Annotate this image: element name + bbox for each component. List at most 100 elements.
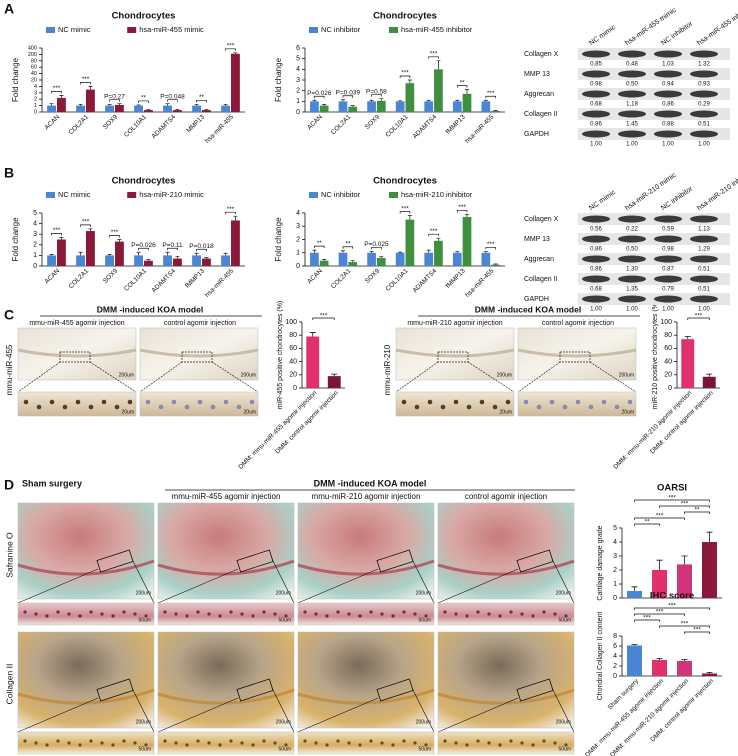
cell [380, 612, 384, 616]
blot-row-label: MMP 13 [524, 71, 550, 78]
y-tick-label: 100 [285, 319, 297, 326]
legend-label: hsa-miR-210 mimic [139, 190, 204, 199]
bar [338, 101, 348, 112]
bar [395, 252, 405, 266]
legend-swatch [127, 27, 137, 33]
significance-label: *** [82, 219, 90, 226]
y-tick-label: 4 [613, 653, 617, 660]
blot-band [582, 295, 610, 303]
legend-label: NC mimic [58, 25, 91, 34]
cell [101, 399, 107, 405]
blot-column-label: NC inhibitor [660, 185, 695, 212]
cell [262, 610, 266, 614]
cell [553, 612, 557, 616]
blot-band [582, 110, 610, 118]
error-bar [483, 251, 488, 253]
error-bar [631, 586, 638, 591]
significance-bracket [371, 94, 382, 97]
zoom-box [437, 351, 469, 363]
blot-band [654, 275, 682, 283]
legend-label: hsa-miR-210 inhibitor [401, 190, 473, 199]
cell [575, 399, 581, 405]
blot-band [582, 90, 610, 98]
significance-bracket [684, 631, 710, 634]
cell [549, 399, 555, 405]
bar [395, 101, 405, 112]
bar [310, 101, 319, 112]
error-bar [379, 256, 384, 259]
cell [45, 614, 49, 618]
cell [218, 614, 222, 618]
significance-bracket [80, 82, 91, 85]
y-axis-label: Fold change [11, 217, 20, 262]
blot-value: 0.79 [662, 287, 674, 293]
y-tick-label: 0 [33, 263, 37, 270]
cell [465, 743, 469, 747]
cell [284, 614, 288, 618]
y-tick-label: 5 [296, 56, 300, 63]
x-tick-label: COL10A1 [123, 113, 148, 138]
error-bar [223, 252, 228, 256]
cell [114, 404, 120, 410]
y-axis-label: miR-455 positive chondrocytes (%) [277, 301, 284, 410]
histology-image [157, 631, 295, 729]
scale-label: 200um [119, 372, 134, 378]
y-tick-label: 40 [664, 358, 672, 365]
cell [303, 610, 307, 614]
zoom-line [157, 568, 239, 604]
x-tick-label: SOX9 [364, 267, 381, 284]
blot-value: 0.56 [590, 227, 602, 233]
blot-band [654, 235, 682, 243]
significance-bracket [399, 75, 411, 78]
chart-title: Chondrocytes [373, 11, 437, 22]
column-label: control agomir injection [465, 492, 547, 501]
bar [306, 336, 320, 388]
cell [62, 404, 68, 410]
cell [229, 739, 233, 743]
blot-value: 0.48 [626, 62, 638, 68]
x-tick-label: COL2A1 [330, 267, 353, 290]
blot-band [690, 50, 718, 58]
cell [197, 399, 203, 405]
blot-row-label: Aggrecan [524, 91, 554, 98]
error-bar [312, 249, 317, 253]
significance-bracket [109, 99, 120, 102]
significance-label: ** [345, 240, 351, 247]
cell [67, 612, 71, 616]
error-bar [59, 95, 64, 98]
blot-band [690, 235, 718, 243]
blot-value: 1.00 [590, 142, 602, 148]
histology-image [157, 502, 295, 600]
zoom-box [59, 351, 91, 363]
bar [115, 241, 124, 266]
zoom-box [376, 678, 414, 702]
scale-label: 200um [619, 372, 634, 378]
y-tick-label: 3 [34, 90, 37, 96]
scale-label: 50um [278, 617, 291, 623]
significance-bracket [312, 317, 335, 320]
cell [303, 739, 307, 743]
bar [86, 89, 95, 112]
bar [221, 255, 230, 266]
y-tick-label: 2 [33, 242, 37, 249]
blot-band [582, 130, 610, 138]
blot-row-label: MMP 13 [524, 236, 550, 243]
scale-label: 50um [278, 746, 291, 752]
significance-bracket [687, 317, 710, 320]
significance-label: ** [317, 240, 323, 247]
bar [134, 255, 143, 266]
blot-value: 1.00 [626, 307, 638, 313]
cell [273, 741, 277, 745]
x-tick-label: MMP13 [185, 113, 206, 134]
error-bar [136, 104, 141, 106]
bar [144, 260, 153, 266]
legend-swatch [309, 192, 318, 198]
zoom-box [181, 351, 213, 363]
bar [57, 239, 66, 266]
blot-value: 0.86 [662, 102, 674, 108]
cell [207, 612, 211, 616]
significance-bracket [196, 248, 207, 252]
blot-value: 0.50 [626, 247, 638, 253]
x-tick-label: SOX9 [102, 113, 119, 130]
bar [47, 105, 56, 112]
